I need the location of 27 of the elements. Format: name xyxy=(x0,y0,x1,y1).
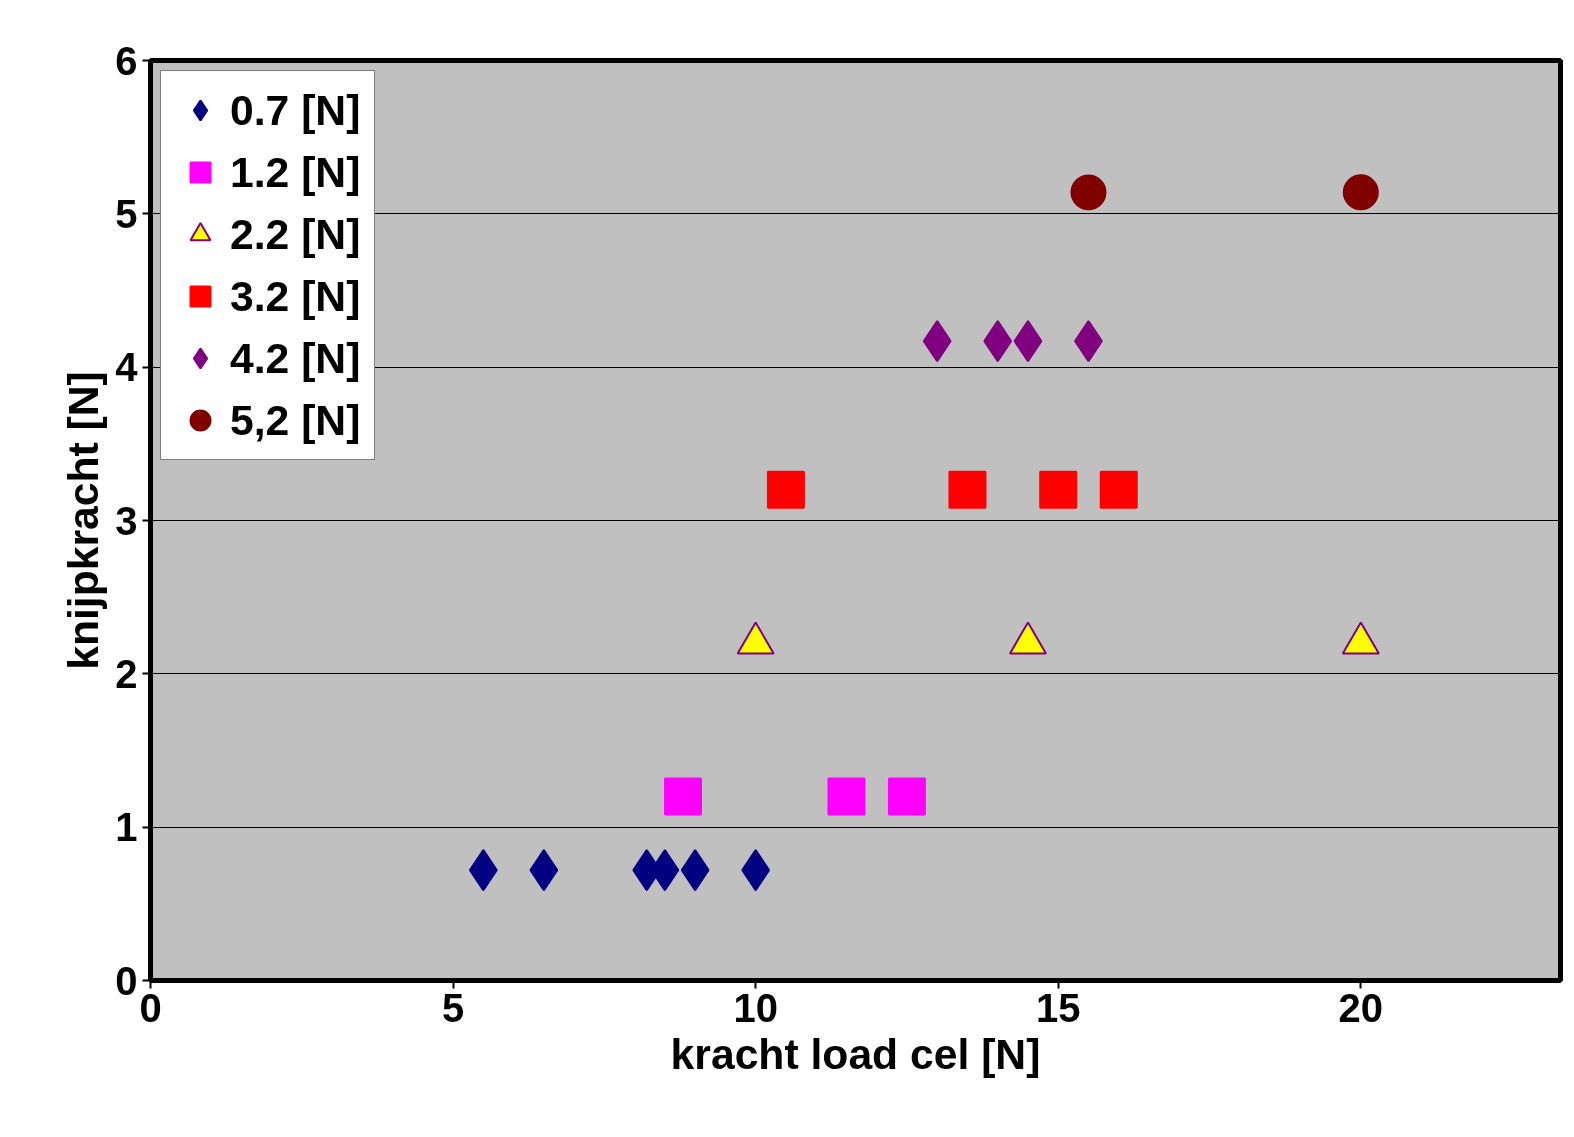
x-tick-label: 20 xyxy=(1338,985,1384,1030)
legend-label: 4.2 [N] xyxy=(230,333,361,383)
legend-label: 1.2 [N] xyxy=(230,147,361,197)
point xyxy=(887,777,926,816)
point xyxy=(1070,174,1107,211)
point xyxy=(664,777,703,816)
point xyxy=(827,777,866,816)
legend-label: 2.2 [N] xyxy=(230,209,361,259)
point xyxy=(766,470,805,509)
legend-label: 3.2 [N] xyxy=(230,271,361,321)
point xyxy=(1342,174,1379,211)
y-tick-label: 1 xyxy=(115,805,138,850)
y-tick-label: 2 xyxy=(115,651,138,696)
legend-label: 0.7 [N] xyxy=(230,85,361,135)
y-tick-label: 5 xyxy=(115,191,138,236)
y-tick-label: 3 xyxy=(115,498,138,543)
x-tick-label: 10 xyxy=(733,985,778,1030)
legend-label: 5,2 [N] xyxy=(230,395,361,445)
y-axis-title: knijpkracht [N] xyxy=(59,371,108,670)
x-axis-title: kracht load cel [N] xyxy=(670,1029,1041,1078)
x-tick-label: 5 xyxy=(441,985,465,1030)
y-tick-label: 4 xyxy=(115,345,139,390)
y-tick-label: 6 xyxy=(115,38,138,83)
x-tick-label: 15 xyxy=(1035,985,1081,1030)
point xyxy=(948,470,987,509)
point xyxy=(1099,470,1138,509)
point xyxy=(1039,470,1078,509)
